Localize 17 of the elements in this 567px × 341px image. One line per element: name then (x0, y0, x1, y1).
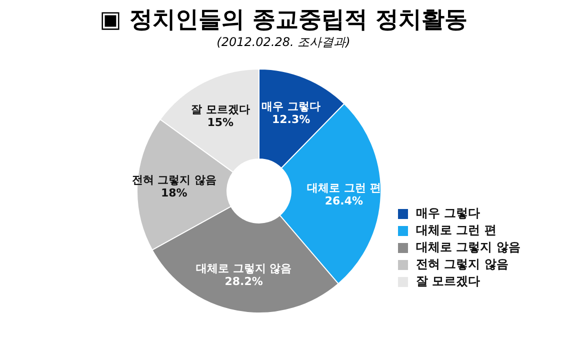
data-label: 28.2% (224, 275, 263, 288)
legend-label: 대체로 그런 편 (416, 222, 496, 239)
legend-label: 매우 그렇다 (416, 205, 480, 222)
chart-subtitle: (2012.02.28. 조사결과) (216, 34, 352, 51)
slice-label: 매우 그렇다 (262, 100, 320, 113)
data-label: 12.3% (272, 112, 310, 126)
slice-label: 잘 모르겠다 (190, 102, 250, 116)
legend-label: 잘 모르겠다 (416, 273, 480, 290)
chart-title: ▣ 정치인들의 종교중립적 정치활동 (98, 6, 468, 35)
slice-label: 대체로 그런 편 (307, 181, 381, 194)
legend-label: 전혀 그렇지 않음 (416, 256, 508, 273)
data-label: 18% (160, 186, 188, 200)
data-label: 15% (207, 116, 234, 129)
slice-label: 대체로 그렇지 않음 (196, 262, 292, 276)
legend-label: 대체로 그렇지 않음 (416, 239, 520, 256)
data-label: 26.4% (324, 194, 364, 208)
slice-label: 전혀 그렇지 않음 (132, 173, 216, 186)
